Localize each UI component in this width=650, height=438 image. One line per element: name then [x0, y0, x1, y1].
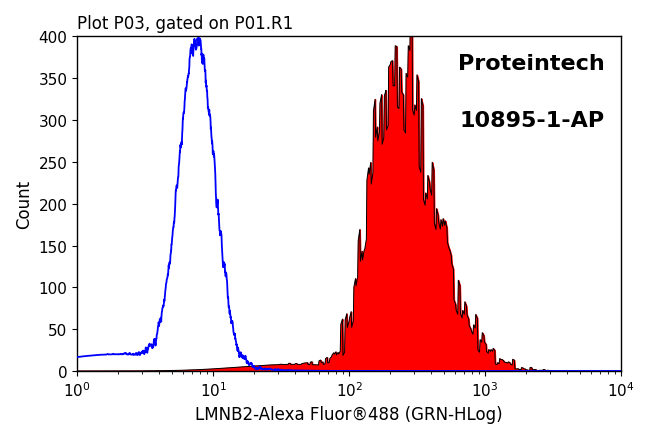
X-axis label: LMNB2-Alexa Fluor®488 (GRN-HLog): LMNB2-Alexa Fluor®488 (GRN-HLog) [196, 405, 503, 423]
Y-axis label: Count: Count [15, 180, 33, 229]
Text: 10895-1-AP: 10895-1-AP [460, 111, 605, 131]
Text: Proteintech: Proteintech [458, 54, 605, 74]
Text: Plot P03, gated on P01.R1: Plot P03, gated on P01.R1 [77, 15, 294, 33]
